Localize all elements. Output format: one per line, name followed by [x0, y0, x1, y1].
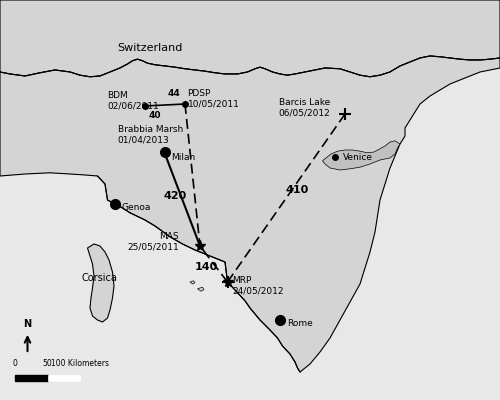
Text: PDSP
10/05/2011: PDSP 10/05/2011 [188, 90, 240, 109]
Text: Genoa: Genoa [122, 203, 152, 212]
Polygon shape [88, 244, 114, 322]
Text: 140: 140 [194, 262, 218, 272]
Text: 44: 44 [168, 89, 180, 98]
Text: 100 Kilometers: 100 Kilometers [51, 359, 109, 368]
Polygon shape [0, 0, 500, 77]
Polygon shape [0, 56, 500, 372]
Bar [48, 375, 80, 381]
Text: BDM
02/06/2011: BDM 02/06/2011 [108, 91, 159, 110]
Text: 50: 50 [42, 359, 52, 368]
Text: Rome: Rome [288, 319, 313, 328]
Text: Venice: Venice [342, 154, 372, 162]
Polygon shape [0, 0, 500, 372]
Text: Switzerland: Switzerland [118, 43, 182, 53]
Text: 410: 410 [286, 185, 309, 195]
Text: N: N [24, 319, 32, 329]
Text: Milan: Milan [172, 153, 196, 162]
Text: 420: 420 [164, 191, 186, 201]
Polygon shape [0, 68, 500, 400]
Bar [15, 375, 48, 381]
Text: Barcis Lake
06/05/2012: Barcis Lake 06/05/2012 [278, 98, 330, 118]
Text: MAS
25/05/2011: MAS 25/05/2011 [127, 232, 179, 252]
Text: MRP
24/05/2012: MRP 24/05/2012 [232, 276, 284, 296]
Text: Brabbia Marsh
01/04/2013: Brabbia Marsh 01/04/2013 [118, 126, 183, 145]
Text: Corsica: Corsica [81, 273, 117, 283]
Text: 40: 40 [149, 111, 161, 120]
Polygon shape [198, 287, 204, 291]
Polygon shape [190, 281, 195, 284]
Polygon shape [322, 141, 400, 170]
Text: 0: 0 [12, 359, 18, 368]
